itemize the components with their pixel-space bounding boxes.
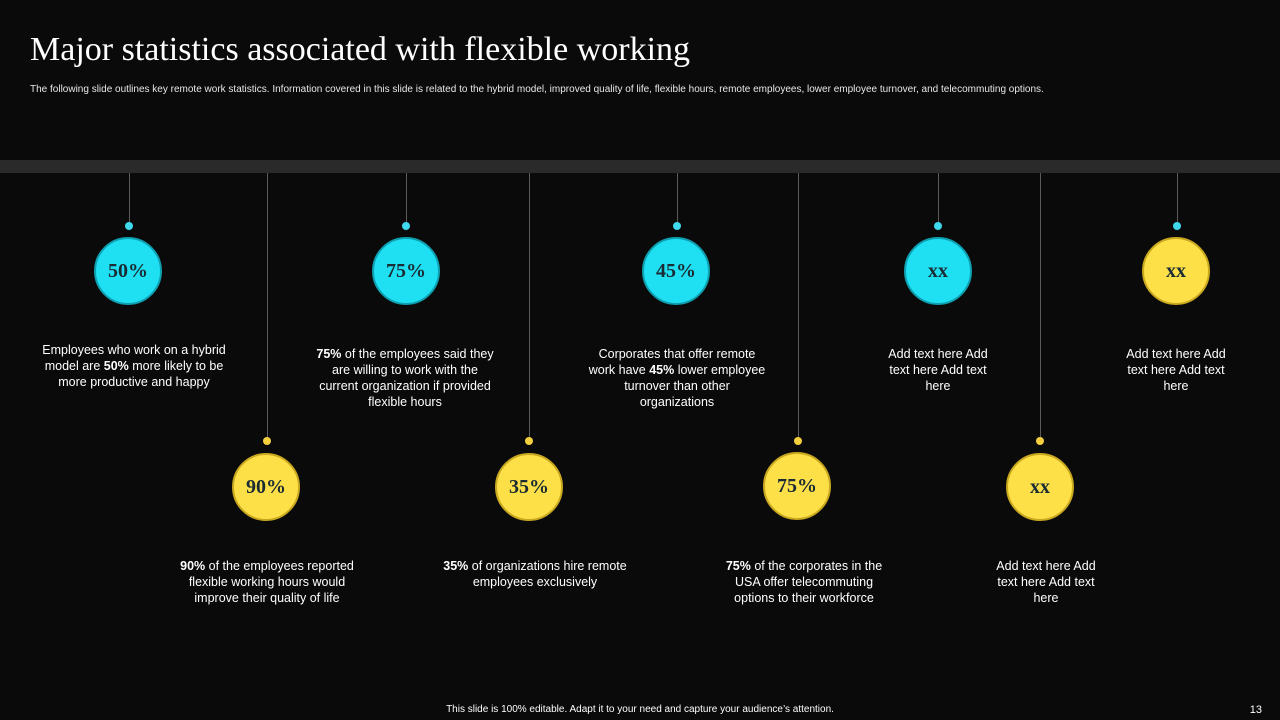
connector-dot [525,437,533,445]
connector-line [406,173,407,222]
connector-line [677,173,678,222]
stat-value: xx [1030,475,1050,498]
stat-value: 75% [777,474,817,497]
timeline-band [0,160,1280,173]
stat-circle: xx [904,237,972,305]
stat-description: 75% of the employees said they are willi… [316,347,494,409]
slide-subtitle: The following slide outlines key remote … [30,84,1044,95]
stat-circle: 45% [642,237,710,305]
connector-dot [673,222,681,230]
connector-dot [402,222,410,230]
page-number: 13 [1249,704,1262,716]
stat-circle: 90% [232,453,300,521]
stat-value: xx [928,259,948,282]
stat-circle: 50% [94,237,162,305]
stat-value: 45% [656,259,696,282]
stat-description: Add text here Add text here Add text her… [1126,347,1226,393]
stat-circle: 75% [763,452,831,520]
stat-description: 90% of the employees reported flexible w… [180,559,354,605]
connector-dot [1173,222,1181,230]
stat-value: 50% [108,259,148,282]
connector-line [938,173,939,222]
stat-value: xx [1166,259,1186,282]
connector-dot [934,222,942,230]
stat-value: 75% [386,259,426,282]
stat-circle: 75% [372,237,440,305]
connector-line [529,173,530,437]
slide-title: Major statistics associated with flexibl… [30,31,691,68]
stat-value: 90% [246,475,286,498]
stat-description: Add text here Add text here Add text her… [996,559,1096,605]
connector-line [1177,173,1178,222]
stat-circle: 35% [495,453,563,521]
stat-value: 35% [509,475,549,498]
stat-description: 35% of organizations hire remote employe… [443,559,627,589]
connector-dot [263,437,271,445]
stat-description: Corporates that offer remote work have 4… [588,347,766,409]
connector-dot [125,222,133,230]
slide-footer: This slide is 100% editable. Adapt it to… [446,704,834,715]
stat-description: Add text here Add text here Add text her… [888,347,988,393]
connector-line [1040,173,1041,437]
connector-line [798,173,799,437]
stat-description: 75% of the corporates in the USA offer t… [725,559,883,605]
stat-description: Employees who work on a hybrid model are… [42,343,226,389]
connector-line [267,173,268,437]
stat-circle: xx [1006,453,1074,521]
connector-dot [794,437,802,445]
connector-dot [1036,437,1044,445]
connector-line [129,173,130,222]
stat-circle: xx [1142,237,1210,305]
